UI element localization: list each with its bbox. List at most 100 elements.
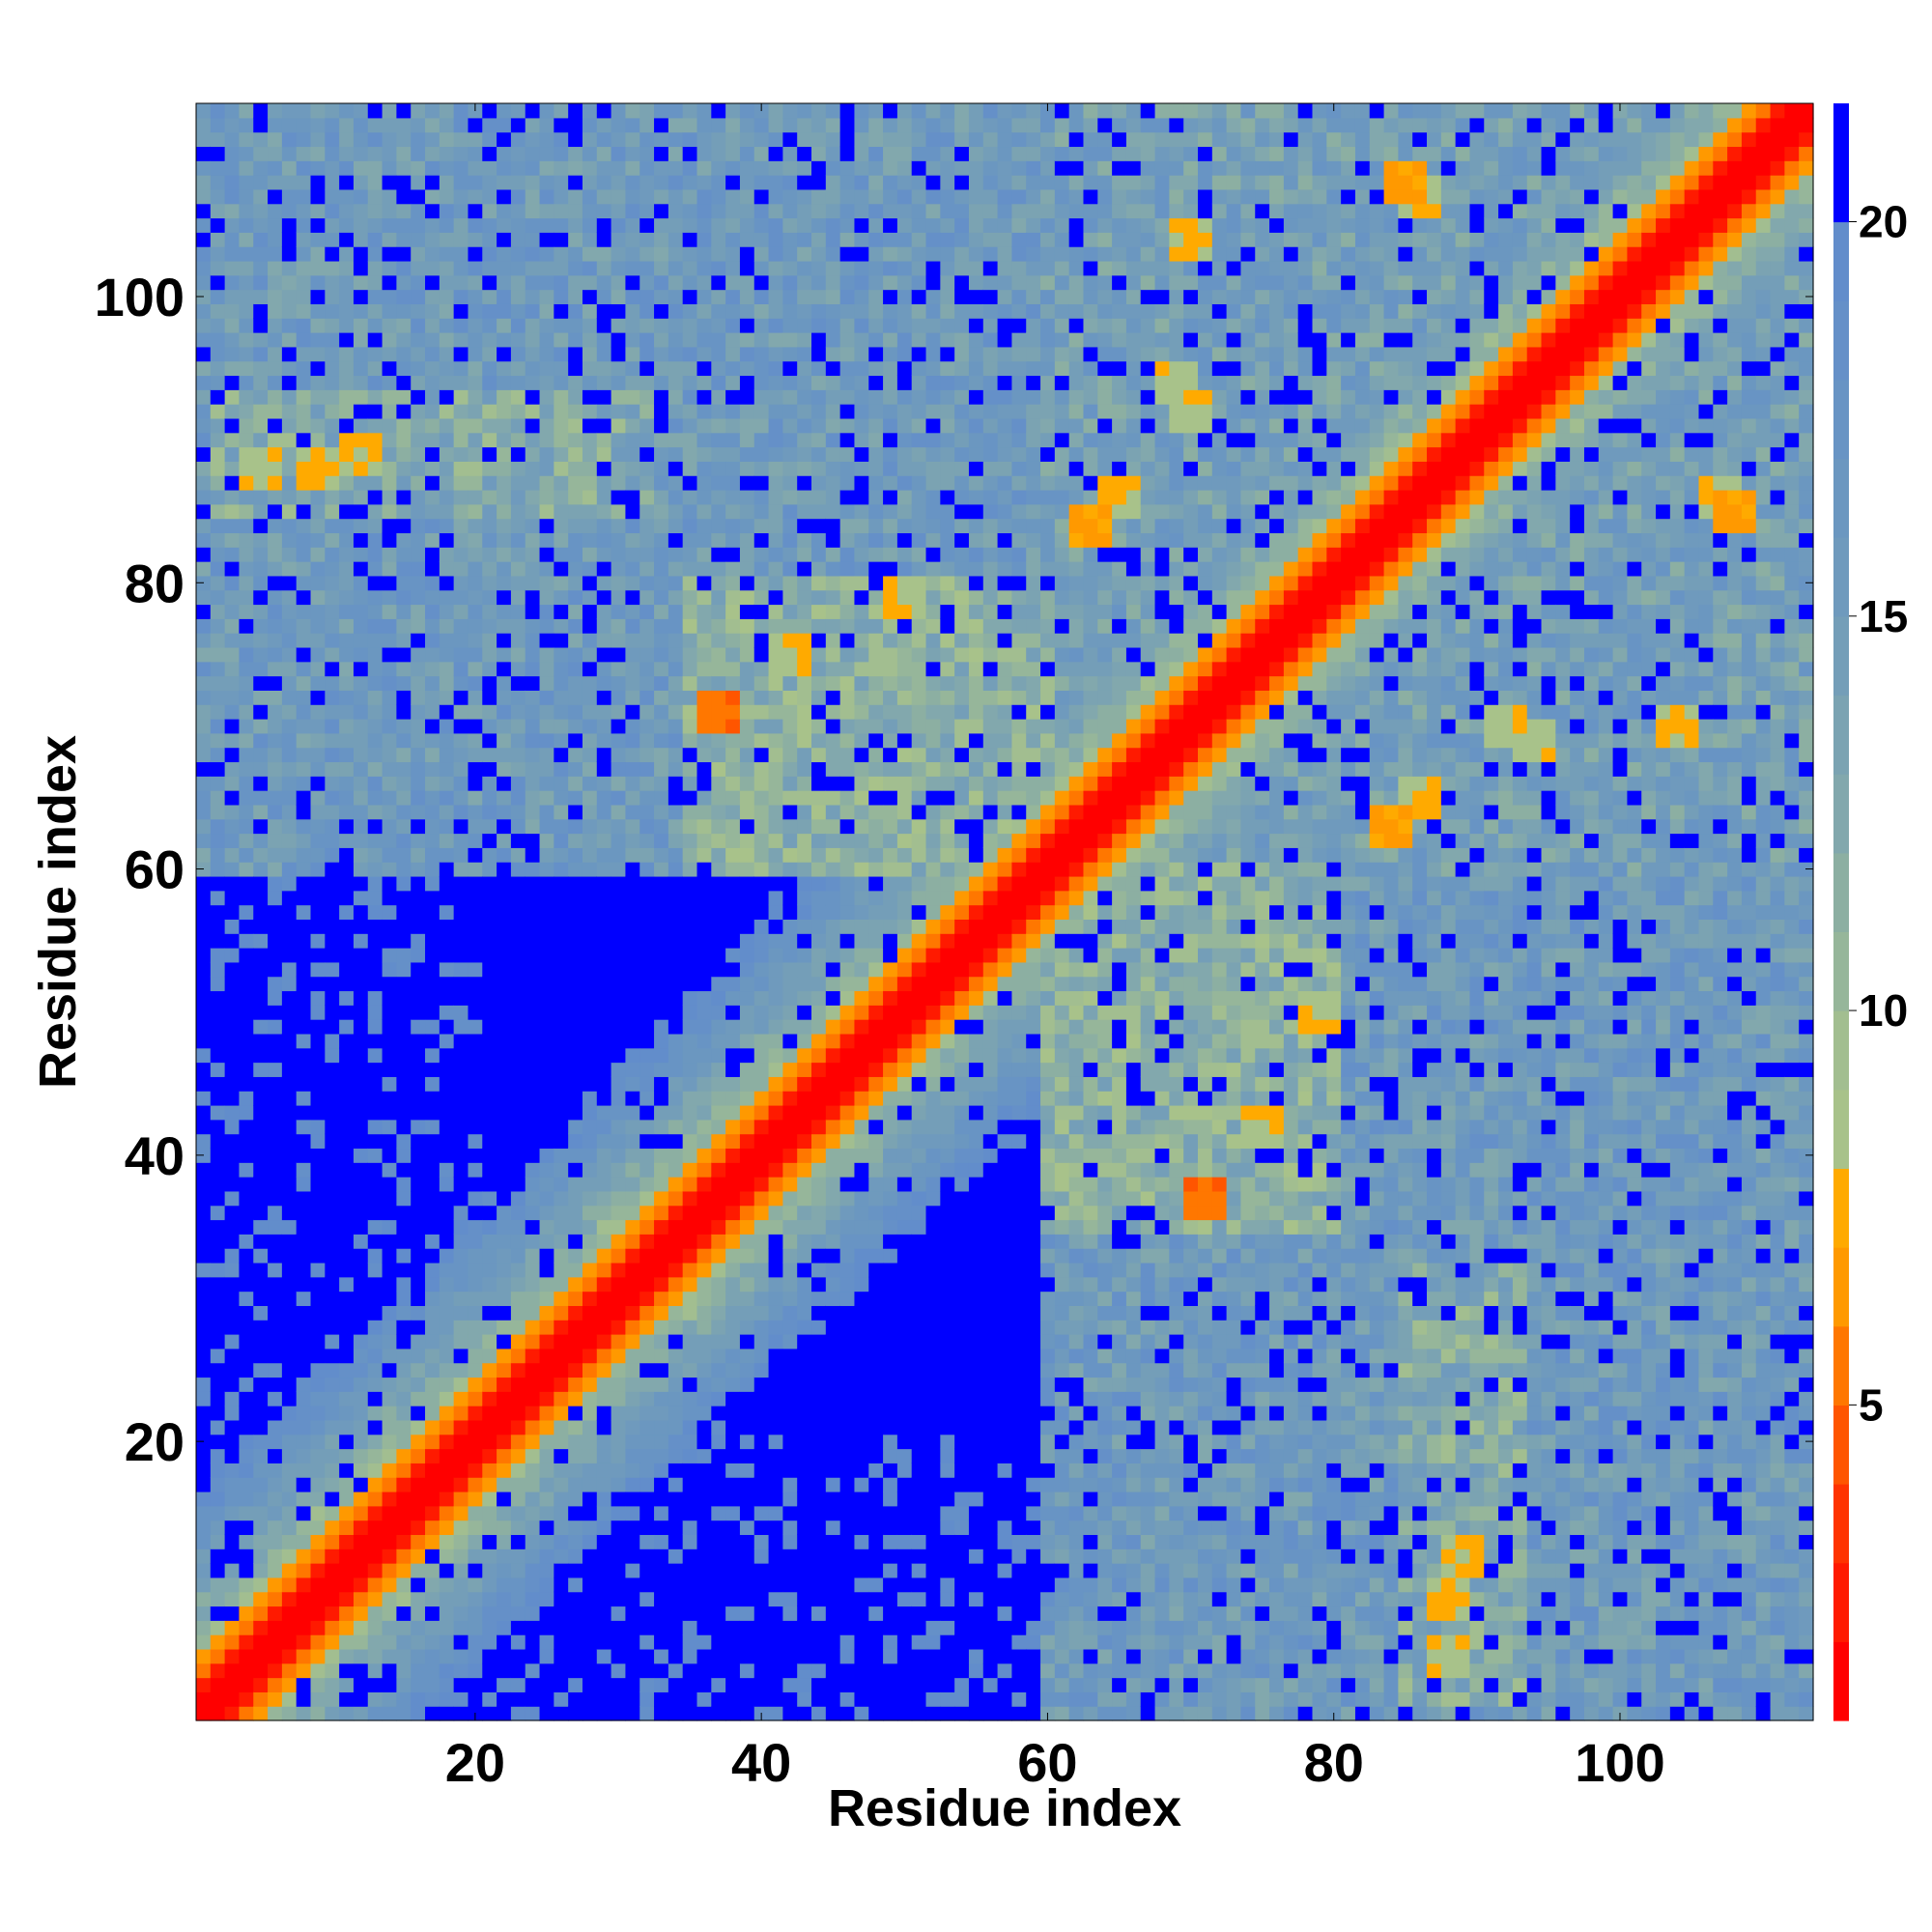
heatmap-cell [682, 1577, 698, 1593]
heatmap-cell [811, 1190, 827, 1207]
heatmap-cell [654, 1234, 669, 1249]
heatmap-cell [510, 818, 526, 835]
heatmap-cell [596, 1505, 612, 1521]
heatmap-cell [281, 1248, 298, 1264]
heatmap-cell [268, 103, 283, 119]
heatmap-cell [353, 862, 369, 877]
heatmap-cell [482, 1634, 497, 1650]
heatmap-cell [582, 1505, 598, 1521]
heatmap-cell [639, 1205, 655, 1221]
heatmap-cell [782, 704, 798, 720]
heatmap-cell [768, 1133, 783, 1150]
heatmap-cell [382, 1648, 397, 1664]
heatmap-cell [497, 1062, 512, 1077]
heatmap-cell [568, 289, 583, 304]
heatmap-cell [797, 633, 812, 648]
heatmap-cell [425, 1104, 440, 1121]
heatmap-cell [510, 990, 526, 1006]
heatmap-cell [525, 862, 541, 877]
heatmap-cell [367, 776, 384, 791]
heatmap-cell [682, 818, 698, 835]
heatmap-cell [339, 1019, 355, 1035]
heatmap-cell [797, 1391, 812, 1406]
heatmap-cell [568, 1190, 583, 1207]
heatmap-cell [396, 1005, 412, 1020]
heatmap-cell [611, 1706, 627, 1721]
heatmap-cell [725, 1505, 741, 1521]
heatmap-cell [382, 1391, 397, 1406]
heatmap-cell [382, 1620, 397, 1635]
heatmap-cell [568, 1477, 583, 1492]
heatmap-cell [510, 547, 526, 562]
heatmap-cell [268, 188, 283, 205]
heatmap-cell [768, 804, 783, 820]
heatmap-cell [439, 1662, 455, 1679]
heatmap-cell [439, 675, 455, 691]
heatmap-cell [654, 1033, 669, 1049]
heatmap-cell [510, 875, 526, 892]
heatmap-cell [367, 1620, 384, 1635]
heatmap-cell [539, 131, 554, 148]
heatmap-cell [596, 1019, 612, 1035]
heatmap-cell [325, 561, 340, 577]
heatmap-cell [339, 1563, 355, 1578]
heatmap-cell [753, 847, 770, 863]
heatmap-cell [768, 1119, 783, 1135]
heatmap-cell [682, 1276, 698, 1293]
heatmap-cell [253, 1706, 269, 1721]
heatmap-cell [811, 1219, 827, 1235]
heatmap-cell [453, 646, 469, 663]
heatmap-cell [696, 1062, 712, 1077]
heatmap-cell [411, 446, 426, 462]
heatmap-cell [497, 719, 512, 734]
heatmap-cell [339, 131, 355, 148]
heatmap-cell [453, 719, 469, 734]
heatmap-cell [281, 604, 298, 619]
heatmap-cell [439, 1634, 455, 1650]
heatmap-cell [596, 1620, 612, 1635]
heatmap-cell [196, 847, 212, 863]
heatmap-cell [596, 1119, 612, 1135]
heatmap-cell [596, 1219, 612, 1235]
heatmap-cell [825, 1534, 841, 1549]
heatmap-cell [568, 804, 583, 820]
heatmap-cell [611, 704, 627, 720]
heatmap-cell [210, 1248, 226, 1264]
heatmap-cell [696, 732, 712, 749]
heatmap-cell [510, 847, 526, 863]
heatmap-cell [382, 604, 397, 619]
heatmap-cell [268, 1291, 283, 1306]
heatmap-cell [482, 804, 497, 820]
heatmap-cell [811, 818, 827, 835]
heatmap-cell [554, 131, 569, 148]
heatmap-cell [825, 1434, 841, 1450]
heatmap-cell [668, 1491, 684, 1507]
heatmap-cell [482, 1033, 497, 1049]
heatmap-cell [367, 1248, 384, 1264]
heatmap-cell [482, 961, 497, 978]
heatmap-cell [382, 904, 397, 920]
heatmap-cell [425, 432, 440, 448]
heatmap-cell [396, 446, 412, 462]
heatmap-cell [453, 1362, 469, 1378]
heatmap-cell [753, 933, 770, 949]
heatmap-cell [596, 532, 612, 548]
heatmap-cell [668, 1291, 684, 1306]
heatmap-cell [625, 1534, 640, 1549]
heatmap-cell [611, 404, 627, 419]
heatmap-cell [196, 217, 212, 233]
heatmap-cell [611, 103, 627, 119]
heatmap-cell [711, 103, 726, 119]
heatmap-cell [768, 1391, 783, 1406]
heatmap-cell [239, 1062, 254, 1077]
heatmap-cell [525, 532, 541, 548]
heatmap-cell [510, 961, 526, 978]
heatmap-cell [525, 732, 541, 749]
heatmap-cell [611, 1262, 627, 1278]
heatmap-cell [611, 146, 627, 161]
heatmap-cell [596, 217, 612, 233]
heatmap-cell [382, 1219, 397, 1235]
heatmap-cell [224, 1047, 241, 1064]
heatmap-cell [625, 1620, 640, 1635]
heatmap-cell [625, 1463, 640, 1478]
